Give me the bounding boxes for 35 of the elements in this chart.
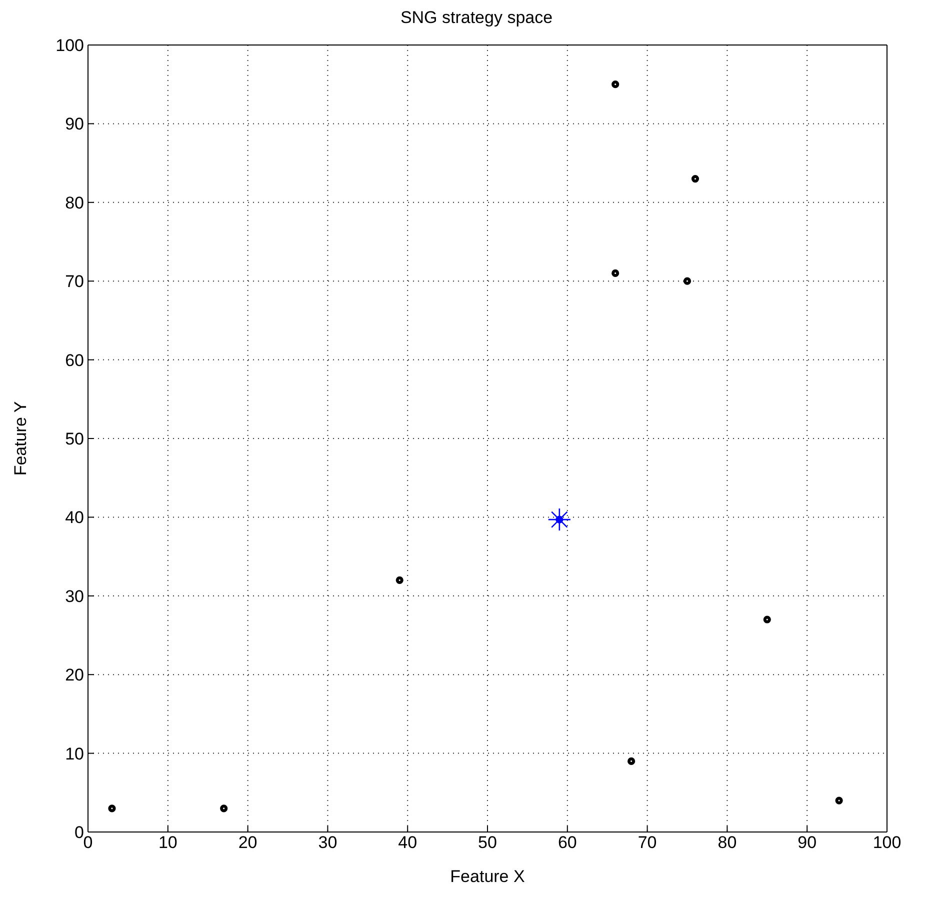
- y-tick-label: 30: [65, 586, 84, 606]
- point: [628, 757, 636, 765]
- point: [108, 804, 116, 812]
- y-tick-label: 60: [65, 350, 84, 370]
- y-tick-label: 70: [65, 272, 84, 292]
- x-tick-label: 20: [238, 833, 258, 852]
- x-tick-label: 100: [872, 833, 902, 852]
- x-tick-label: 70: [638, 833, 657, 852]
- y-tick-label: 80: [65, 193, 84, 212]
- y-tick-label: 100: [56, 36, 84, 56]
- x-tick-label: 90: [798, 833, 817, 852]
- x-tick-label: 10: [158, 833, 178, 852]
- y-tick-label: 90: [65, 114, 84, 134]
- point: [835, 796, 843, 804]
- y-tick-label: 20: [65, 666, 84, 685]
- point: [763, 616, 771, 624]
- point: [612, 80, 620, 88]
- x-axis-title: Feature X: [450, 867, 525, 886]
- x-tick-label: 60: [558, 833, 577, 852]
- x-tick-label: 80: [718, 833, 737, 852]
- point: [556, 516, 564, 524]
- point: [683, 277, 692, 285]
- y-tick-label: 10: [65, 744, 84, 764]
- point: [691, 174, 700, 183]
- x-tick-label: 30: [318, 833, 338, 852]
- y-tick-label: 50: [65, 430, 84, 449]
- y-axis-title: Feature Y: [11, 401, 30, 476]
- chart-title: SNG strategy space: [399, 8, 554, 29]
- point: [612, 269, 620, 278]
- point: [548, 508, 572, 532]
- x-tick-label: 40: [398, 833, 418, 852]
- point: [396, 576, 404, 584]
- y-tick-label: 40: [65, 508, 84, 528]
- point: [220, 804, 228, 812]
- x-tick-label: 50: [478, 833, 497, 852]
